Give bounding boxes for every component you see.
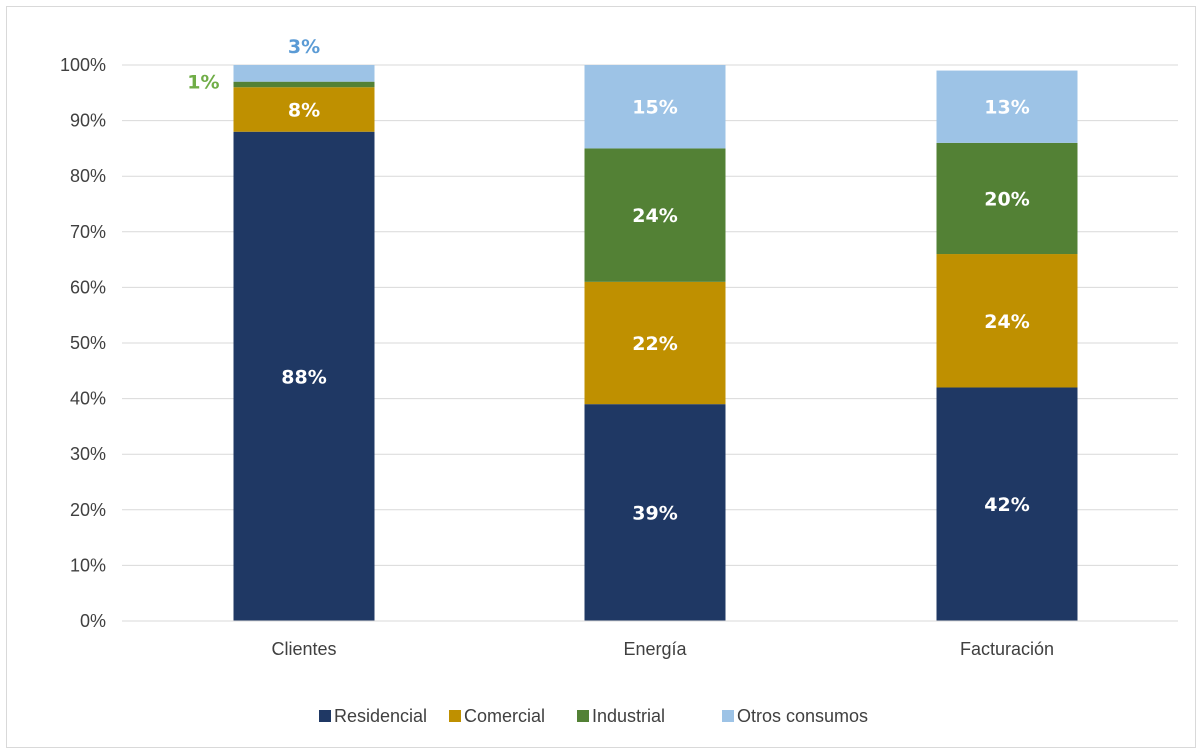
legend-item: Otros consumos <box>722 706 868 726</box>
legend-swatch <box>577 710 589 722</box>
bar-stack-facturación <box>936 70 1078 621</box>
bar-segment <box>233 65 375 82</box>
data-label: 8% <box>288 99 320 121</box>
x-category-label: Energía <box>623 639 687 659</box>
data-label: 24% <box>632 205 677 227</box>
legend-label: Residencial <box>334 706 427 726</box>
data-label: 3% <box>288 36 320 58</box>
bar-segment <box>936 142 1078 255</box>
data-label: 42% <box>984 494 1029 516</box>
legend: Residencial Comercial Industrial Otros cons… <box>319 706 868 726</box>
legend-item: Comercial <box>449 706 545 726</box>
legend-item: Industrial <box>577 706 665 726</box>
legend-label: Otros consumos <box>737 706 868 726</box>
data-label: 88% <box>281 366 326 388</box>
bar-segment <box>233 81 375 88</box>
bar-segment <box>584 404 726 621</box>
y-tick-label: 90% <box>70 111 106 131</box>
bar-segment <box>233 131 375 621</box>
bar-stack-energía <box>584 65 726 621</box>
bar-segment <box>584 281 726 405</box>
bar-segment <box>936 387 1078 621</box>
data-label: 15% <box>632 97 677 119</box>
y-tick-label: 40% <box>70 389 106 409</box>
data-label: 39% <box>632 503 677 525</box>
bar-segment <box>936 70 1078 143</box>
y-tick-label: 100% <box>60 55 106 75</box>
y-tick-label: 10% <box>70 555 106 575</box>
data-label: 1% <box>187 71 219 93</box>
legend-label: Industrial <box>592 706 665 726</box>
data-label: 13% <box>984 97 1029 119</box>
data-label: 20% <box>984 188 1029 210</box>
y-tick-label: 50% <box>70 333 106 353</box>
data-labels: 88% 8% 1% 3% 39% 22% 24% 15% 42% 24% 20% 13% <box>187 36 1030 525</box>
bar-segment <box>233 87 375 132</box>
y-tick-label: 20% <box>70 500 106 520</box>
legend-swatch <box>722 710 734 722</box>
data-label: 22% <box>632 333 677 355</box>
y-tick-label: 60% <box>70 277 106 297</box>
y-tick-label: 0% <box>80 611 106 631</box>
y-tick-label: 80% <box>70 166 106 186</box>
legend-item: Residencial <box>319 706 427 726</box>
bar-stack-clientes <box>233 65 375 621</box>
legend-label: Comercial <box>464 706 545 726</box>
data-label: 24% <box>984 311 1029 333</box>
bar-segment <box>936 254 1078 388</box>
y-axis-ticks: 0% 10% 20% 30% 40% 50% 60% 70% 80% 90% 100% <box>60 55 106 631</box>
bars <box>233 65 1078 621</box>
y-tick-label: 30% <box>70 444 106 464</box>
legend-swatch <box>449 710 461 722</box>
legend-swatch <box>319 710 331 722</box>
x-category-label: Facturación <box>960 639 1054 659</box>
y-tick-label: 70% <box>70 222 106 242</box>
x-category-label: Clientes <box>271 639 336 659</box>
bar-segment <box>584 65 726 149</box>
bar-segment <box>584 148 726 282</box>
